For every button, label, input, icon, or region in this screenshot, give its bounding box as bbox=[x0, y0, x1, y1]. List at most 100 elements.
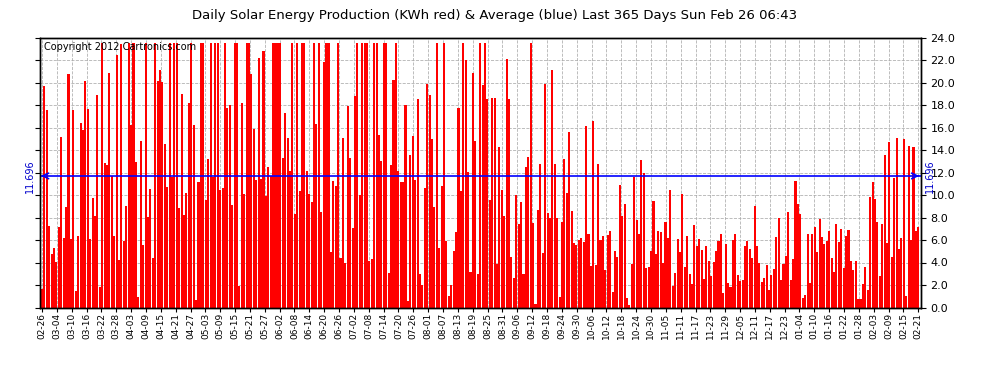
Bar bbox=[320, 212, 323, 308]
Bar bbox=[730, 287, 732, 308]
Bar bbox=[118, 260, 120, 308]
Bar bbox=[612, 292, 614, 308]
Bar bbox=[626, 298, 628, 307]
Bar bbox=[342, 138, 344, 308]
Bar bbox=[681, 194, 683, 308]
Bar bbox=[664, 222, 666, 308]
Bar bbox=[590, 267, 592, 308]
Bar bbox=[412, 136, 414, 308]
Bar bbox=[306, 171, 308, 308]
Bar bbox=[108, 73, 111, 308]
Bar bbox=[126, 207, 128, 308]
Bar bbox=[638, 234, 641, 308]
Bar bbox=[84, 81, 86, 308]
Bar bbox=[57, 227, 59, 308]
Bar bbox=[652, 201, 654, 308]
Bar bbox=[528, 158, 530, 308]
Bar bbox=[450, 285, 452, 308]
Bar bbox=[205, 200, 207, 308]
Bar bbox=[426, 84, 429, 308]
Bar bbox=[375, 43, 377, 308]
Bar bbox=[469, 272, 471, 308]
Bar bbox=[361, 43, 363, 308]
Bar bbox=[782, 264, 784, 308]
Bar bbox=[417, 99, 419, 308]
Bar bbox=[143, 245, 145, 308]
Bar bbox=[595, 265, 597, 308]
Bar bbox=[291, 43, 293, 308]
Bar bbox=[676, 239, 678, 308]
Bar bbox=[219, 190, 221, 308]
Bar bbox=[583, 242, 585, 308]
Bar bbox=[905, 296, 907, 307]
Bar bbox=[383, 43, 385, 308]
Bar bbox=[138, 297, 140, 307]
Bar bbox=[345, 263, 346, 308]
Bar bbox=[544, 84, 546, 308]
Bar bbox=[518, 224, 520, 308]
Bar bbox=[659, 232, 661, 308]
Bar bbox=[725, 244, 727, 308]
Bar bbox=[422, 285, 424, 308]
Bar bbox=[841, 230, 842, 308]
Bar bbox=[82, 130, 84, 308]
Bar bbox=[104, 163, 106, 308]
Bar bbox=[866, 290, 869, 308]
Bar bbox=[614, 251, 616, 308]
Bar bbox=[508, 99, 510, 308]
Bar bbox=[511, 257, 513, 307]
Bar bbox=[246, 43, 248, 308]
Bar bbox=[592, 122, 594, 308]
Bar bbox=[390, 165, 392, 308]
Bar bbox=[308, 194, 310, 308]
Bar bbox=[703, 279, 705, 308]
Bar bbox=[65, 207, 67, 308]
Bar bbox=[414, 180, 416, 308]
Bar bbox=[634, 177, 636, 308]
Bar bbox=[116, 55, 118, 308]
Bar bbox=[260, 179, 262, 308]
Bar bbox=[864, 267, 866, 308]
Bar bbox=[876, 222, 878, 308]
Bar bbox=[248, 43, 250, 308]
Bar bbox=[373, 43, 375, 308]
Bar bbox=[151, 258, 153, 308]
Bar bbox=[893, 178, 895, 308]
Bar bbox=[597, 164, 599, 308]
Bar bbox=[910, 240, 912, 308]
Bar bbox=[91, 198, 94, 308]
Bar bbox=[409, 155, 412, 308]
Bar bbox=[163, 144, 165, 308]
Bar bbox=[250, 74, 252, 308]
Bar bbox=[378, 135, 380, 308]
Text: Copyright 2012 Cartronics.com: Copyright 2012 Cartronics.com bbox=[44, 42, 196, 51]
Bar bbox=[723, 293, 725, 308]
Bar bbox=[222, 188, 224, 308]
Bar bbox=[643, 173, 644, 308]
Bar bbox=[50, 254, 52, 308]
Bar bbox=[556, 218, 558, 308]
Bar bbox=[99, 287, 101, 308]
Bar bbox=[419, 274, 421, 308]
Bar bbox=[888, 142, 890, 308]
Bar bbox=[740, 281, 742, 308]
Bar bbox=[737, 275, 739, 308]
Bar bbox=[530, 43, 532, 308]
Bar bbox=[217, 43, 219, 308]
Bar bbox=[684, 267, 686, 308]
Bar bbox=[836, 224, 838, 308]
Bar bbox=[147, 217, 148, 308]
Bar bbox=[546, 213, 548, 308]
Bar bbox=[814, 228, 816, 308]
Bar bbox=[79, 123, 81, 308]
Bar bbox=[720, 234, 722, 308]
Bar bbox=[768, 291, 770, 308]
Bar bbox=[479, 43, 481, 308]
Text: 11.696: 11.696 bbox=[925, 159, 936, 193]
Bar bbox=[494, 98, 496, 308]
Bar bbox=[60, 137, 62, 308]
Bar bbox=[395, 43, 397, 308]
Bar bbox=[693, 225, 695, 308]
Bar bbox=[272, 43, 274, 308]
Bar bbox=[662, 262, 664, 308]
